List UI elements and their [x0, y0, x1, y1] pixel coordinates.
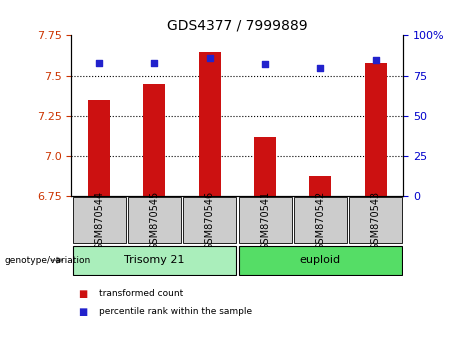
Bar: [143, 84, 165, 196]
Point: [95, 60, 103, 65]
Bar: [238, 198, 292, 243]
Point: [372, 57, 379, 62]
Text: GSM870544: GSM870544: [94, 191, 104, 250]
Bar: [294, 198, 347, 243]
Text: transformed count: transformed count: [99, 289, 183, 298]
Text: GSM870542: GSM870542: [315, 191, 325, 250]
Text: Trisomy 21: Trisomy 21: [124, 255, 185, 265]
Text: euploid: euploid: [300, 255, 341, 265]
Text: genotype/variation: genotype/variation: [5, 256, 91, 265]
Bar: [72, 198, 126, 243]
Text: ■: ■: [78, 307, 88, 316]
Bar: [72, 246, 236, 275]
Bar: [238, 246, 402, 275]
Text: GSM870546: GSM870546: [205, 191, 215, 250]
Point: [151, 60, 158, 65]
Text: GSM870541: GSM870541: [260, 191, 270, 250]
Bar: [128, 198, 181, 243]
Bar: [88, 100, 110, 196]
Point: [261, 62, 269, 67]
Bar: [199, 51, 221, 196]
Bar: [349, 198, 402, 243]
Text: GSM870545: GSM870545: [149, 191, 160, 250]
Text: percentile rank within the sample: percentile rank within the sample: [99, 307, 252, 316]
Bar: [183, 198, 236, 243]
Text: ■: ■: [78, 289, 88, 299]
Point: [317, 65, 324, 70]
Bar: [309, 176, 331, 196]
Title: GDS4377 / 7999889: GDS4377 / 7999889: [167, 19, 308, 33]
Bar: [254, 137, 276, 196]
Text: GSM870543: GSM870543: [371, 191, 381, 250]
Bar: [365, 63, 387, 196]
Point: [206, 55, 213, 61]
